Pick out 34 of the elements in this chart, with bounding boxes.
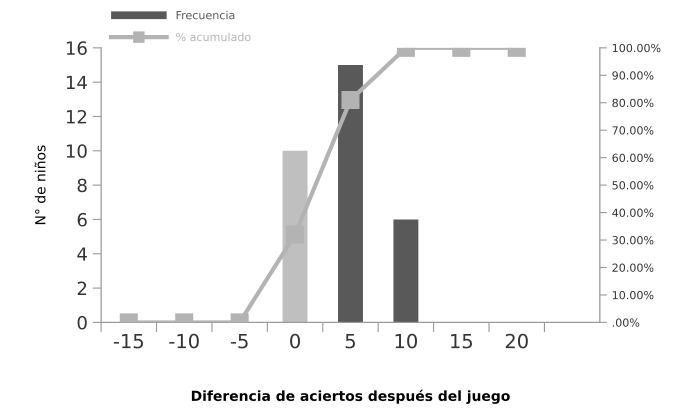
y-tick-label: 8 [78,178,87,192]
y2-tick-label: 20.00% [612,263,654,272]
x-tick-label: 20 [506,334,528,348]
y-tick-label: 6 [78,212,87,227]
y-tick-label: 0 [78,316,87,330]
x-tick-label: -5 [230,334,248,348]
y-tick-label: 14 [66,76,87,90]
x-tick-label: -15 [114,334,143,348]
y2-tick-label: 90.00% [612,71,654,80]
x-tick-label: 15 [451,334,472,348]
y2-tick-label: 10.00% [612,290,654,300]
y-tick-label: 2 [78,282,86,295]
x-tick-label: 5 [346,334,355,348]
y-tick-label: 12 [66,110,86,124]
y2-tick-label: 70.00% [612,126,654,135]
y-tick-label: 16 [66,41,87,55]
text: Frecuencia [176,10,234,20]
y2-tick-label: 80.00% [612,98,654,108]
x-tick-label: 0 [290,334,300,348]
bar [393,219,418,322]
y2-tick-label: 60.00% [612,154,654,162]
y-tick-label: 4 [77,247,87,261]
text: % acumulado [176,32,251,42]
bar [338,65,363,322]
y-tick-label: 10 [66,144,87,158]
y2-tick-label: .00% [612,318,640,327]
y2-tick-label: 30.00% [612,236,654,244]
y2-tick-label: 100.00% [612,44,660,52]
x-tick-label: -10 [169,334,199,348]
y-axis-title: N° de niños [34,145,46,224]
y2-tick-label: 50.00% [612,181,654,190]
y2-tick-label: 40.00% [612,208,654,217]
x-axis-title: Diferencia de aciertos después del juego [192,390,510,404]
x-tick-label: 10 [396,334,417,348]
